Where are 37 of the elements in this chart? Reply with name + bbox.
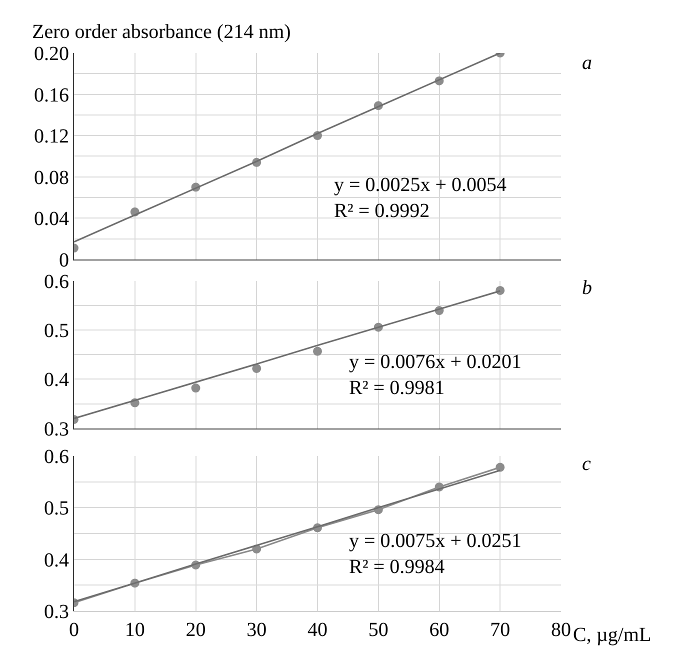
- y-tick-label: 0.6: [44, 271, 69, 294]
- x-axis-title: C, µg/mL: [573, 624, 652, 646]
- text: c: [582, 453, 591, 475]
- annotation: R² = 0.9981: [349, 377, 445, 399]
- y-tick-label: 0.20: [34, 42, 69, 65]
- y-tick-label: 0.5: [44, 498, 69, 520]
- x-tick-label: 70: [490, 619, 510, 641]
- annotation: y = 0.0025x + 0.0054: [334, 174, 507, 196]
- x-tick-label: 40: [308, 619, 328, 641]
- point: [252, 364, 262, 373]
- x-tick-label: 20: [186, 619, 206, 641]
- text: b: [582, 277, 592, 299]
- y-tick-label: 0.4: [44, 549, 69, 572]
- y-axis-title: Zero order absorbance (214 nm): [32, 21, 291, 43]
- y-tick-label: 0.6: [44, 446, 69, 468]
- point: [191, 384, 200, 393]
- y-tick-label: 0.3: [44, 601, 69, 623]
- point: [496, 462, 505, 472]
- x-tick-label: 10: [124, 619, 145, 641]
- x-tick-label: 80: [551, 619, 571, 641]
- x-tick-label: 60: [429, 619, 450, 641]
- x-tick-label: 30: [246, 619, 267, 641]
- text: a: [582, 52, 592, 74]
- x-tick-label: 50: [368, 619, 388, 641]
- y-tick-label: 0.4: [44, 369, 69, 392]
- y-tick-label: 0.3: [44, 418, 69, 440]
- y-tick-label: 0.08: [34, 166, 69, 189]
- annotation: R² = 0.9992: [334, 200, 430, 222]
- annotation: y = 0.0076x + 0.0201: [349, 351, 522, 373]
- annotation: R² = 0.9984: [349, 556, 445, 578]
- point: [313, 346, 322, 356]
- y-tick-label: 0.5: [44, 320, 69, 342]
- y-tick-label: 0.12: [34, 126, 69, 148]
- annotation: y = 0.0075x + 0.0251: [349, 530, 522, 552]
- y-tick-label: 0.16: [34, 84, 69, 106]
- y-tick-label: 0: [59, 249, 69, 272]
- y-tick-label: 0.04: [34, 208, 69, 230]
